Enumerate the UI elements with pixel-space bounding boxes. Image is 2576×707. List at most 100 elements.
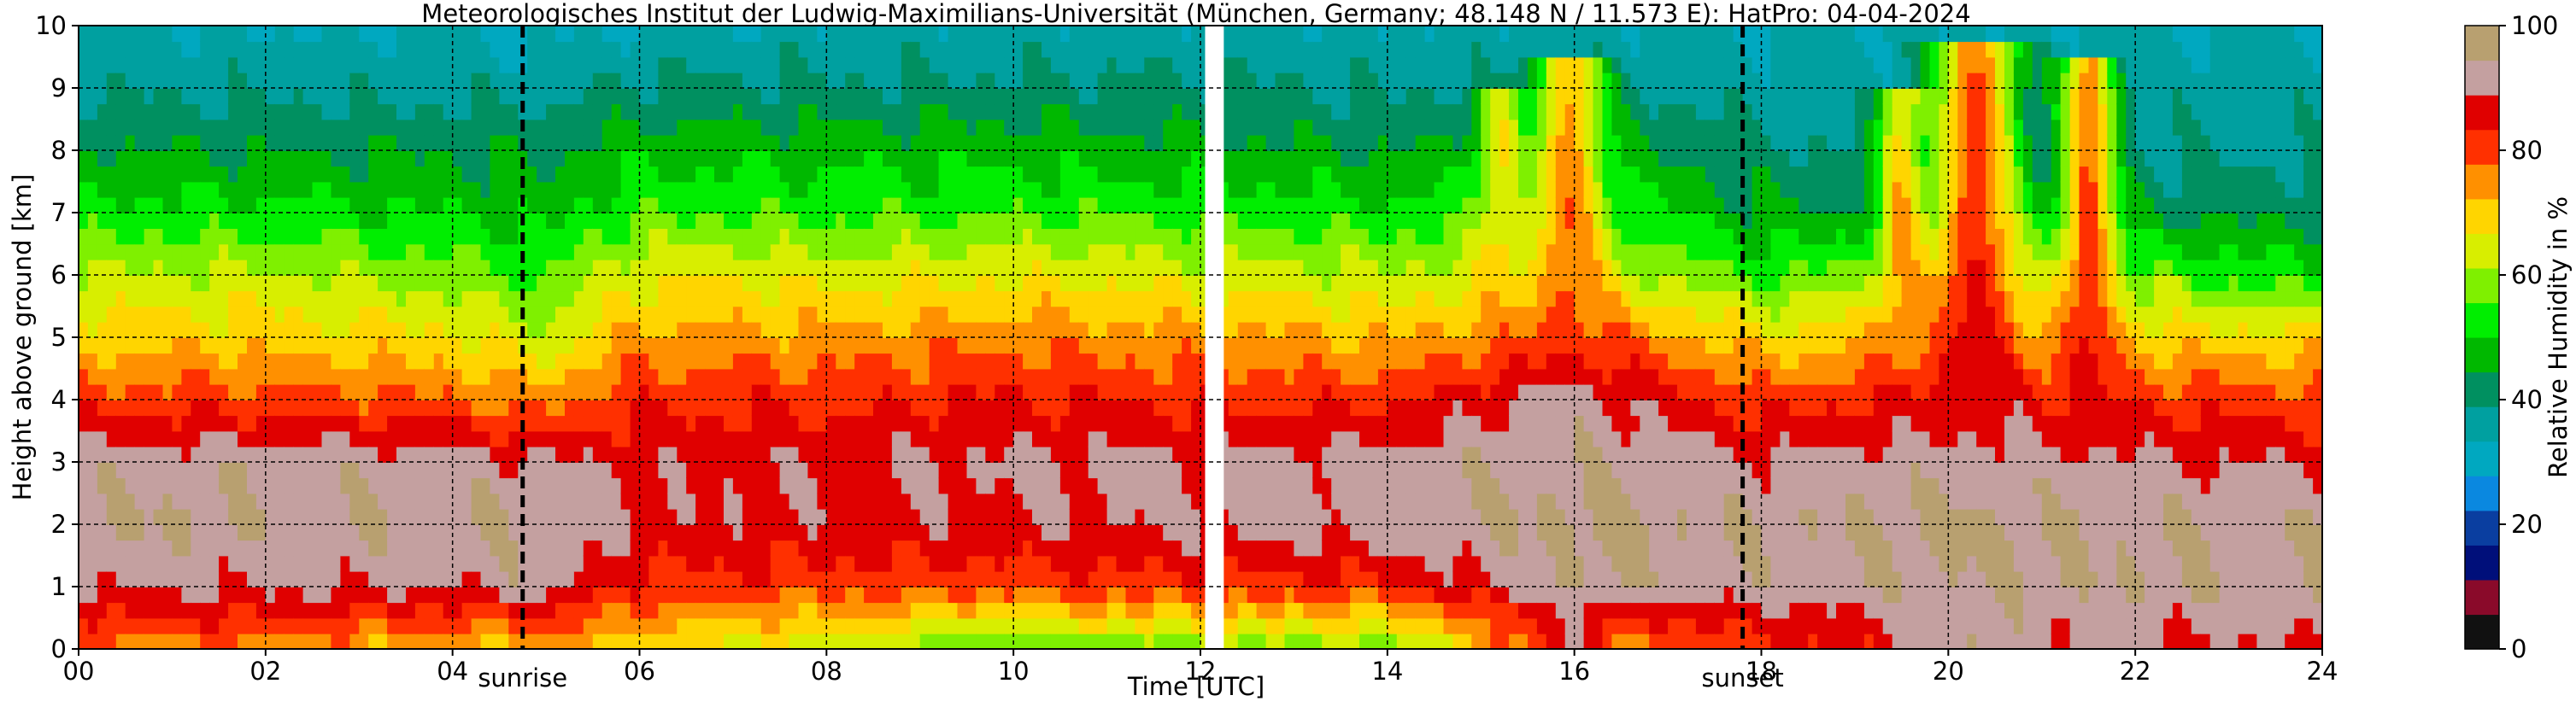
- heat-cell: [826, 368, 836, 385]
- heat-cell: [1218, 119, 1229, 136]
- heat-cell: [87, 570, 98, 587]
- heat-cell: [658, 56, 669, 73]
- heat-cell: [976, 119, 987, 136]
- heat-cell: [873, 306, 883, 323]
- heat-cell: [162, 166, 173, 183]
- heat-cell: [228, 321, 238, 338]
- heat-cell: [79, 103, 89, 120]
- heat-cell: [1237, 150, 1248, 167]
- heat-cell: [1097, 353, 1108, 370]
- heat-cell: [115, 213, 126, 229]
- heat-cell: [565, 72, 575, 89]
- heat-cell: [1059, 353, 1071, 370]
- heat-cell: [601, 88, 613, 105]
- heat-cell: [321, 524, 332, 541]
- heat-cell: [1078, 213, 1089, 229]
- heat-cell: [1013, 243, 1024, 260]
- heat-cell: [957, 119, 968, 136]
- heat-cell: [293, 243, 304, 260]
- heat-cell: [565, 26, 575, 43]
- heat-cell: [1191, 26, 1201, 43]
- heat-cell: [611, 555, 622, 572]
- heat-cell: [209, 477, 220, 494]
- heat-cell: [929, 26, 940, 43]
- heat-cell: [714, 602, 725, 619]
- heat-cell: [172, 415, 183, 432]
- heat-cell: [1023, 56, 1033, 73]
- heat-cell: [1163, 555, 1173, 572]
- heat-cell: [265, 446, 276, 463]
- heat-cell: [695, 508, 706, 525]
- heat-cell: [976, 368, 987, 385]
- heat-cell: [443, 446, 454, 463]
- heat-cell: [499, 321, 510, 338]
- heat-cell: [1023, 524, 1033, 541]
- heat-cell: [789, 508, 800, 525]
- heat-cell: [883, 477, 893, 494]
- heat-cell: [724, 400, 734, 417]
- heat-cell: [620, 617, 631, 634]
- heat-cell: [770, 26, 781, 43]
- heat-cell: [658, 243, 669, 260]
- heat-cell: [919, 26, 930, 43]
- heat-cell: [153, 508, 164, 525]
- heat-cell: [732, 275, 743, 292]
- heat-cell: [724, 337, 734, 354]
- heat-cell: [565, 400, 575, 417]
- heat-cell: [573, 321, 584, 338]
- heat-cell: [228, 400, 238, 417]
- heat-cell: [1172, 602, 1182, 619]
- heat-cell: [414, 383, 425, 400]
- heat-cell: [938, 477, 949, 494]
- heat-cell: [115, 477, 126, 494]
- heat-cell: [1191, 415, 1201, 432]
- heat-cell: [901, 213, 912, 229]
- heat-cell: [238, 383, 248, 400]
- heat-cell: [976, 259, 987, 276]
- heat-cell: [592, 400, 603, 417]
- heat-cell: [1163, 228, 1173, 245]
- heat-cell: [938, 103, 949, 120]
- heat-cell: [321, 430, 332, 447]
- heat-cell: [537, 555, 547, 572]
- heat-cell: [181, 228, 192, 245]
- heat-cell: [620, 400, 631, 417]
- heat-cell: [1191, 617, 1201, 634]
- heat-cell: [555, 88, 566, 105]
- heat-cell: [714, 555, 725, 572]
- heat-cell: [1004, 306, 1014, 323]
- heat-cell: [200, 400, 210, 417]
- heat-cell: [910, 446, 921, 463]
- heat-cell: [957, 259, 968, 276]
- heat-cell: [443, 213, 454, 229]
- heat-cell: [648, 477, 660, 494]
- heat-cell: [601, 446, 613, 463]
- heat-cell: [826, 337, 836, 354]
- heat-cell: [836, 415, 846, 432]
- heat-cell: [798, 617, 809, 634]
- heat-cell: [1004, 477, 1014, 494]
- heat-cell: [779, 508, 790, 525]
- heat-cell: [1088, 103, 1099, 120]
- heat-cell: [1088, 321, 1099, 338]
- heat-cell: [1059, 41, 1071, 58]
- heat-cell: [1182, 508, 1192, 525]
- heat-cell: [760, 290, 772, 307]
- heat-cell: [378, 306, 388, 323]
- heat-cell: [499, 555, 510, 572]
- heat-cell: [938, 119, 949, 136]
- heat-cell: [368, 508, 378, 525]
- heat-cell: [1237, 617, 1248, 634]
- heat-cell: [592, 290, 603, 307]
- heat-cell: [555, 306, 566, 323]
- heat-cell: [134, 243, 145, 260]
- heat-cell: [461, 119, 472, 136]
- heat-cell: [1106, 259, 1118, 276]
- heat-cell: [1116, 446, 1127, 463]
- heat-cell: [677, 88, 687, 105]
- heat-cell: [200, 134, 210, 151]
- heat-cell: [209, 259, 220, 276]
- heat-cell: [901, 196, 912, 213]
- heat-cell: [115, 290, 126, 307]
- heat-cell: [995, 103, 1005, 120]
